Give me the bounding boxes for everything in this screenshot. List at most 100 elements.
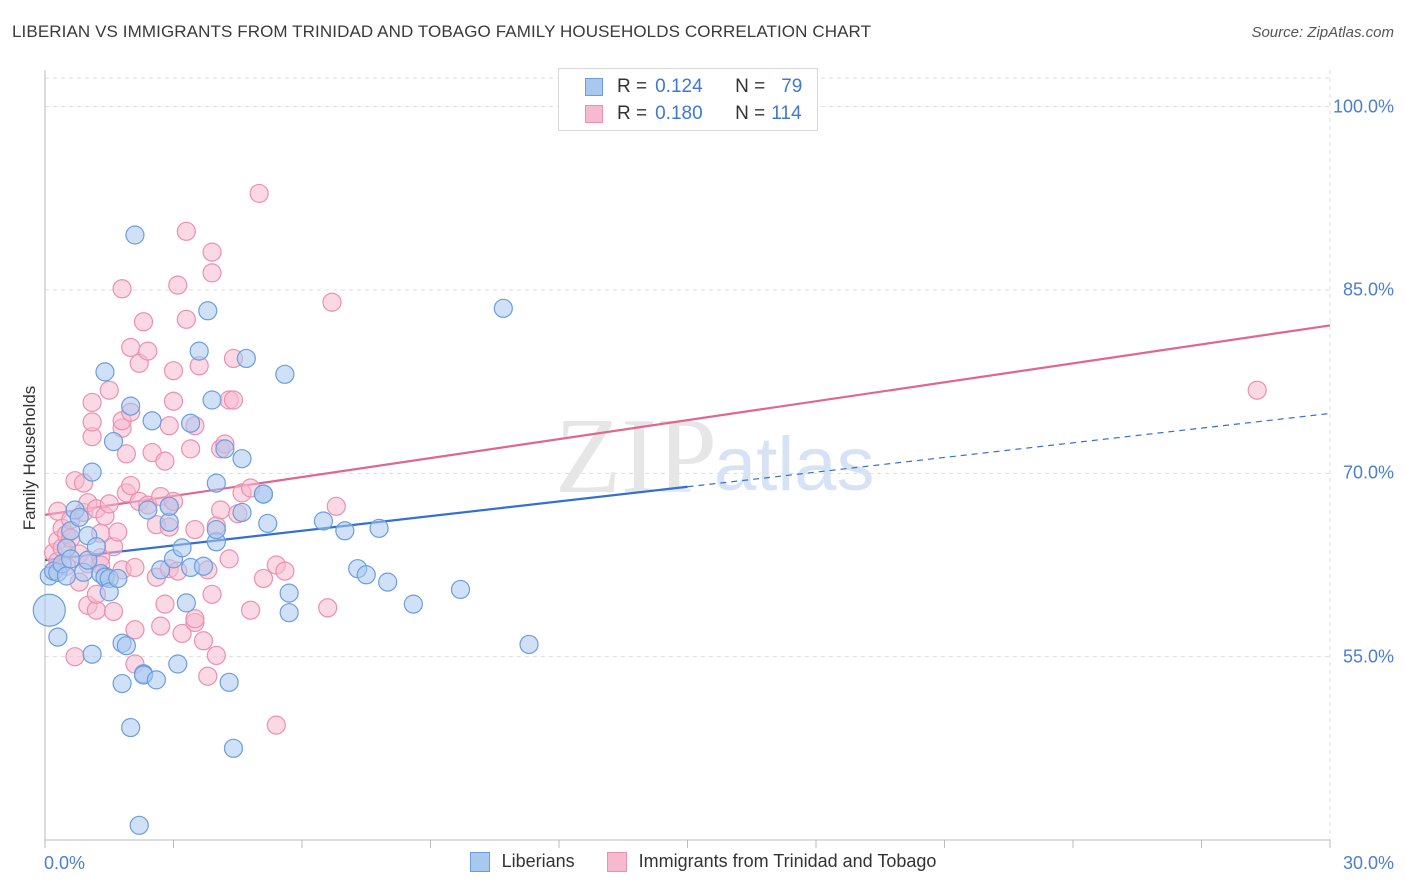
point-immigrants [318, 598, 338, 618]
point-liberians [99, 582, 119, 602]
point-liberians [369, 518, 389, 538]
point-immigrants [163, 391, 184, 411]
legend-label: Immigrants from Trinidad and Tobago [638, 851, 937, 871]
point-liberians [86, 537, 107, 557]
point-liberians [151, 560, 171, 580]
point-liberians [223, 738, 244, 758]
r-label: R = [617, 76, 648, 97]
point-immigrants [202, 584, 222, 604]
point-immigrants [99, 494, 119, 514]
source-label: Source: ZipAtlas.com [1251, 24, 1394, 41]
point-immigrants [138, 341, 158, 361]
point-liberians [181, 413, 201, 433]
point-liberians [168, 654, 188, 674]
series-points-immigrants [43, 183, 1267, 735]
r-label: R = [617, 103, 648, 124]
point-liberians [189, 341, 209, 361]
n-value: 114 [771, 103, 802, 124]
point-liberians [335, 521, 355, 541]
point-liberians [378, 572, 398, 592]
point-liberians [215, 439, 235, 459]
point-immigrants [1247, 380, 1267, 400]
y-tick-label: 70.0% [1342, 462, 1394, 483]
trendline-liberians-extension [687, 412, 1331, 488]
point-immigrants [198, 666, 218, 686]
point-immigrants [181, 439, 201, 459]
trendline-liberians [44, 485, 688, 562]
point-liberians [121, 396, 141, 416]
point-liberians [78, 550, 98, 570]
legend-swatch-pink [585, 105, 603, 123]
point-immigrants [168, 275, 188, 295]
watermark-atlas: atlas [714, 422, 875, 507]
point-liberians [142, 411, 162, 431]
n-value: 79 [781, 76, 803, 97]
stats-legend: R = 0.124 N = 79 R = 0.180 N = 114 [558, 68, 818, 131]
point-liberians [172, 538, 192, 558]
point-immigrants [103, 601, 124, 622]
point-liberians [450, 579, 471, 600]
point-liberians [313, 511, 334, 531]
n-label: N = [735, 103, 766, 124]
point-immigrants [155, 594, 175, 614]
point-liberians [82, 462, 102, 482]
point-liberians [56, 566, 77, 586]
point-immigrants [163, 361, 184, 381]
point-liberians [356, 565, 376, 585]
point-immigrants [185, 609, 205, 629]
point-immigrants [249, 183, 269, 204]
trendline-immigrants [44, 324, 1331, 516]
point-liberians [103, 431, 124, 452]
point-liberians [198, 301, 218, 321]
point-liberians [253, 484, 274, 504]
point-immigrants [266, 715, 286, 735]
legend-item-liberians[interactable]: Liberians [469, 851, 575, 872]
point-liberians [519, 634, 539, 655]
point-liberians [108, 568, 128, 589]
point-immigrants [82, 412, 102, 432]
point-liberians [121, 717, 141, 738]
n-label: N = [735, 76, 766, 97]
point-immigrants [151, 616, 171, 636]
point-liberians [116, 636, 136, 656]
r-value: 0.124 [655, 76, 703, 97]
point-liberians [493, 298, 513, 318]
point-liberians [138, 500, 158, 520]
point-liberians [48, 627, 68, 647]
legend-item-immigrants[interactable]: Immigrants from Trinidad and Tobago [606, 851, 937, 872]
point-immigrants [219, 549, 239, 569]
point-liberians [125, 225, 145, 245]
point-immigrants [112, 279, 132, 299]
point-liberians [202, 390, 222, 410]
point-immigrants [275, 561, 295, 581]
point-liberians [32, 593, 66, 627]
point-liberians [232, 502, 252, 523]
point-liberians [236, 348, 256, 369]
stats-legend-row-immigrants: R = 0.180 N = 114 [585, 102, 802, 126]
y-tick-label: 85.0% [1342, 279, 1394, 300]
series-legend: Liberians Immigrants from Trinidad and T… [0, 851, 1406, 872]
chart-title: LIBERIAN VS IMMIGRANTS FROM TRINIDAD AND… [12, 22, 872, 41]
point-immigrants [82, 392, 102, 413]
point-immigrants [99, 380, 119, 400]
point-liberians [219, 672, 239, 692]
watermark: ZIP atlas [555, 397, 875, 516]
point-immigrants [116, 444, 136, 464]
point-immigrants [241, 600, 261, 620]
point-liberians [82, 644, 102, 664]
point-liberians [258, 513, 278, 534]
point-immigrants [108, 522, 128, 542]
point-immigrants [172, 623, 192, 644]
legend-swatch-blue [585, 78, 603, 96]
point-immigrants [211, 500, 231, 520]
point-immigrants [159, 416, 179, 436]
point-liberians [206, 519, 226, 540]
point-liberians [232, 449, 252, 469]
point-liberians [279, 583, 299, 603]
stats-legend-row-liberians: R = 0.124 N = 79 [585, 75, 802, 99]
point-liberians [275, 364, 295, 384]
point-liberians [112, 673, 132, 694]
point-liberians [403, 594, 423, 614]
point-immigrants [206, 645, 226, 666]
